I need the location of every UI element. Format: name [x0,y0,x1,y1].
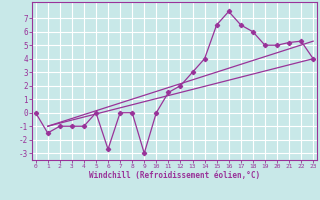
X-axis label: Windchill (Refroidissement éolien,°C): Windchill (Refroidissement éolien,°C) [89,171,260,180]
